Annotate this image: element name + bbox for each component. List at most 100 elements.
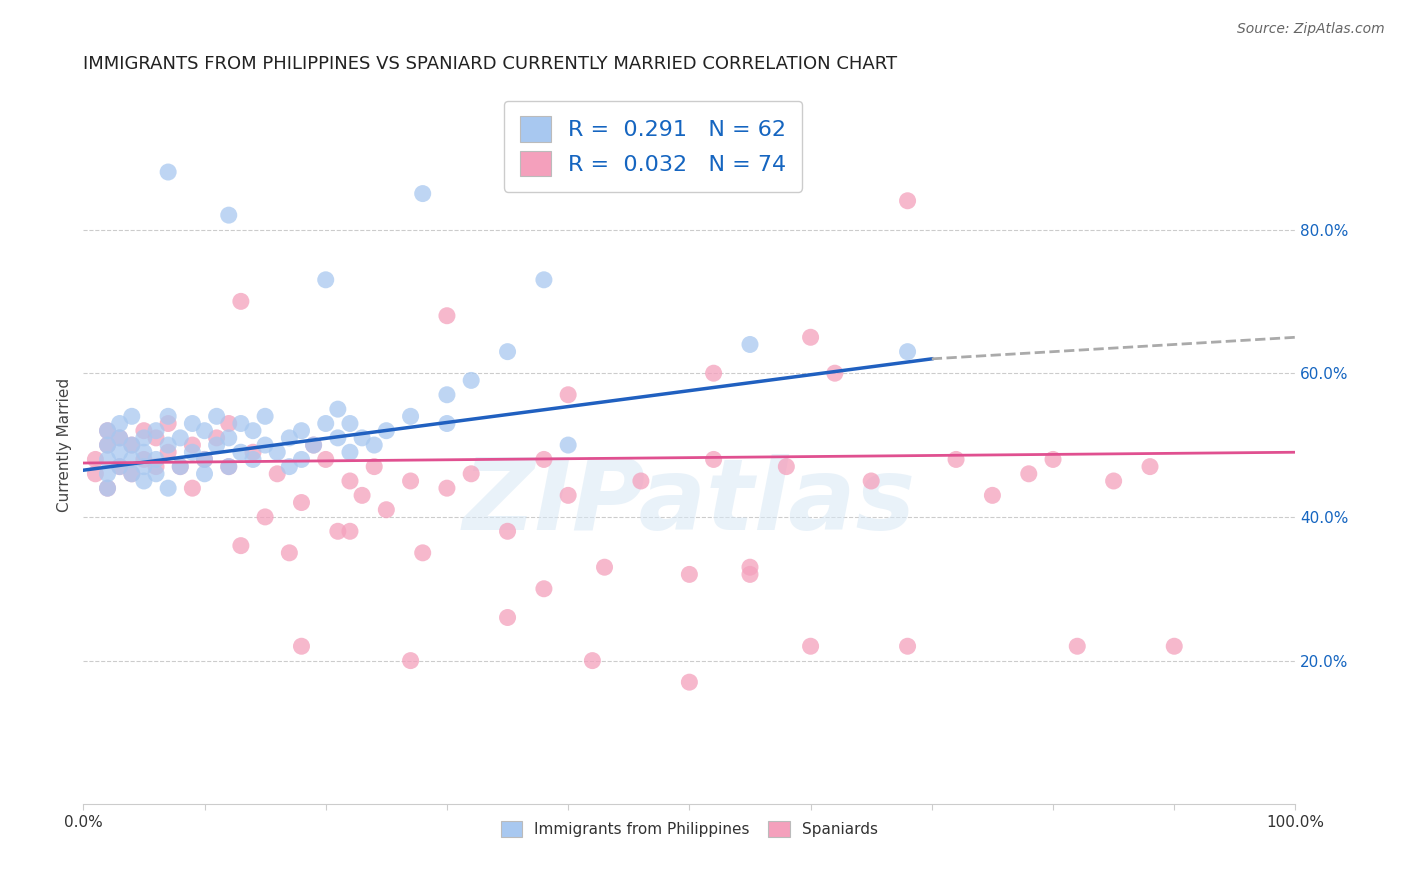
Point [399, 474, 422, 488]
Point [339, 445, 361, 459]
Point [96, 424, 118, 438]
Point [678, 567, 700, 582]
Point [278, 459, 301, 474]
Point [193, 424, 215, 438]
Point [315, 273, 337, 287]
Point [229, 445, 252, 459]
Point [242, 452, 264, 467]
Point [412, 546, 434, 560]
Point [229, 539, 252, 553]
Point [121, 438, 143, 452]
Point [218, 459, 240, 474]
Point [205, 431, 228, 445]
Point [132, 431, 155, 445]
Point [169, 459, 191, 474]
Point [557, 488, 579, 502]
Point [581, 654, 603, 668]
Point [218, 431, 240, 445]
Point [108, 459, 131, 474]
Point [678, 675, 700, 690]
Legend: Immigrants from Philippines, Spaniards: Immigrants from Philippines, Spaniards [495, 815, 884, 843]
Point [96, 481, 118, 495]
Point [399, 409, 422, 424]
Point [315, 452, 337, 467]
Point [302, 438, 325, 452]
Point [339, 524, 361, 539]
Point [254, 438, 277, 452]
Point [108, 431, 131, 445]
Point [436, 481, 458, 495]
Point [436, 417, 458, 431]
Point [132, 452, 155, 467]
Point [593, 560, 616, 574]
Point [860, 474, 883, 488]
Text: IMMIGRANTS FROM PHILIPPINES VS SPANIARD CURRENTLY MARRIED CORRELATION CHART: IMMIGRANTS FROM PHILIPPINES VS SPANIARD … [83, 55, 897, 73]
Point [896, 194, 918, 208]
Point [557, 438, 579, 452]
Point [96, 438, 118, 452]
Point [290, 424, 312, 438]
Text: Source: ZipAtlas.com: Source: ZipAtlas.com [1237, 22, 1385, 37]
Point [121, 467, 143, 481]
Point [290, 639, 312, 653]
Point [496, 344, 519, 359]
Point [533, 452, 555, 467]
Point [278, 431, 301, 445]
Point [326, 402, 349, 417]
Point [145, 424, 167, 438]
Point [145, 459, 167, 474]
Point [533, 273, 555, 287]
Point [145, 431, 167, 445]
Point [800, 330, 823, 344]
Point [703, 366, 725, 380]
Point [96, 438, 118, 452]
Point [326, 431, 349, 445]
Point [108, 431, 131, 445]
Point [193, 452, 215, 467]
Point [132, 474, 155, 488]
Point [1139, 459, 1161, 474]
Point [399, 654, 422, 668]
Point [315, 417, 337, 431]
Point [132, 424, 155, 438]
Point [557, 388, 579, 402]
Point [193, 467, 215, 481]
Point [352, 488, 374, 502]
Point [339, 417, 361, 431]
Point [145, 467, 167, 481]
Point [1066, 639, 1088, 653]
Point [169, 459, 191, 474]
Point [326, 524, 349, 539]
Point [157, 165, 180, 179]
Point [436, 388, 458, 402]
Point [108, 417, 131, 431]
Point [1042, 452, 1064, 467]
Point [1102, 474, 1125, 488]
Point [363, 459, 385, 474]
Point [800, 639, 823, 653]
Point [738, 337, 761, 351]
Point [1163, 639, 1185, 653]
Point [181, 438, 204, 452]
Point [1018, 467, 1040, 481]
Point [533, 582, 555, 596]
Point [896, 639, 918, 653]
Point [242, 424, 264, 438]
Point [496, 524, 519, 539]
Point [896, 344, 918, 359]
Point [121, 467, 143, 481]
Point [229, 417, 252, 431]
Point [121, 438, 143, 452]
Point [121, 409, 143, 424]
Point [145, 452, 167, 467]
Point [363, 438, 385, 452]
Point [460, 373, 482, 387]
Point [121, 452, 143, 467]
Point [84, 467, 107, 481]
Point [181, 481, 204, 495]
Point [412, 186, 434, 201]
Point [290, 452, 312, 467]
Point [181, 417, 204, 431]
Point [181, 445, 204, 459]
Point [824, 366, 846, 380]
